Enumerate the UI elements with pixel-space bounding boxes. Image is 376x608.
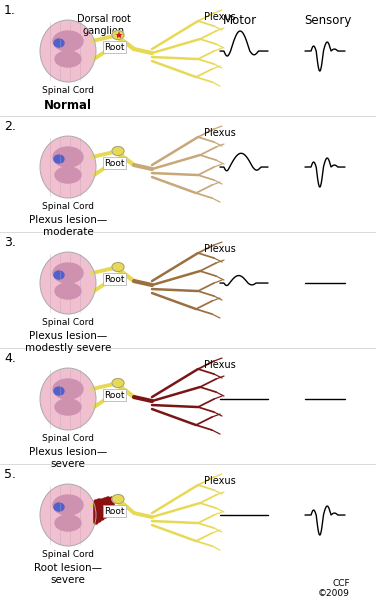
Ellipse shape	[40, 368, 96, 430]
Text: 2.: 2.	[4, 120, 16, 133]
Ellipse shape	[54, 387, 64, 395]
Bar	[63, 387, 73, 407]
Text: Spinal Cord: Spinal Cord	[42, 550, 94, 559]
Ellipse shape	[40, 20, 96, 82]
Text: severe: severe	[50, 575, 85, 585]
Ellipse shape	[54, 271, 64, 279]
Ellipse shape	[112, 494, 124, 503]
Text: Plexus lesion—: Plexus lesion—	[29, 331, 107, 341]
Text: Root: Root	[104, 275, 124, 283]
Text: Spinal Cord: Spinal Cord	[42, 434, 94, 443]
Text: Spinal Cord: Spinal Cord	[42, 318, 94, 327]
Text: Plexus lesion—: Plexus lesion—	[29, 447, 107, 457]
Ellipse shape	[55, 51, 81, 67]
Text: Root: Root	[104, 390, 124, 399]
Ellipse shape	[112, 30, 124, 40]
Text: Plexus: Plexus	[204, 244, 236, 254]
Bar	[63, 155, 73, 175]
Ellipse shape	[55, 515, 81, 531]
Text: Plexus: Plexus	[204, 128, 236, 138]
Text: CCF
©2009: CCF ©2009	[318, 579, 350, 598]
Ellipse shape	[40, 136, 96, 198]
Text: Spinal Cord: Spinal Cord	[42, 202, 94, 211]
Ellipse shape	[112, 379, 124, 387]
Text: 4.: 4.	[4, 352, 16, 365]
Text: Spinal Cord: Spinal Cord	[42, 86, 94, 95]
Text: 5.: 5.	[4, 468, 16, 481]
Ellipse shape	[54, 39, 64, 47]
Ellipse shape	[53, 379, 83, 399]
Ellipse shape	[53, 263, 83, 283]
Text: Normal: Normal	[44, 99, 92, 112]
Ellipse shape	[55, 283, 81, 299]
Ellipse shape	[54, 155, 64, 163]
Ellipse shape	[112, 263, 124, 272]
Ellipse shape	[54, 503, 64, 511]
Text: Motor: Motor	[223, 14, 257, 27]
Text: Dorsal root
ganglion: Dorsal root ganglion	[77, 14, 131, 36]
Bar	[63, 503, 73, 523]
Ellipse shape	[53, 147, 83, 167]
Ellipse shape	[53, 495, 83, 515]
Ellipse shape	[40, 252, 96, 314]
Bar	[63, 271, 73, 291]
Text: 3.: 3.	[4, 236, 16, 249]
Ellipse shape	[40, 484, 96, 546]
Text: moderate: moderate	[42, 227, 93, 237]
Text: Plexus: Plexus	[204, 12, 236, 22]
Ellipse shape	[55, 399, 81, 415]
Bar	[63, 39, 73, 59]
Ellipse shape	[112, 147, 124, 156]
Text: Root lesion—: Root lesion—	[34, 563, 102, 573]
Ellipse shape	[53, 31, 83, 51]
Text: 1.: 1.	[4, 4, 16, 17]
Text: modestly severe: modestly severe	[25, 343, 111, 353]
Text: Plexus: Plexus	[204, 360, 236, 370]
Text: severe: severe	[50, 459, 85, 469]
Text: Root: Root	[104, 43, 124, 52]
Text: Plexus lesion—: Plexus lesion—	[29, 215, 107, 225]
Text: Sensory: Sensory	[304, 14, 352, 27]
Ellipse shape	[55, 167, 81, 183]
Text: Root: Root	[104, 159, 124, 168]
Text: Root: Root	[104, 506, 124, 516]
Text: Plexus: Plexus	[204, 476, 236, 486]
